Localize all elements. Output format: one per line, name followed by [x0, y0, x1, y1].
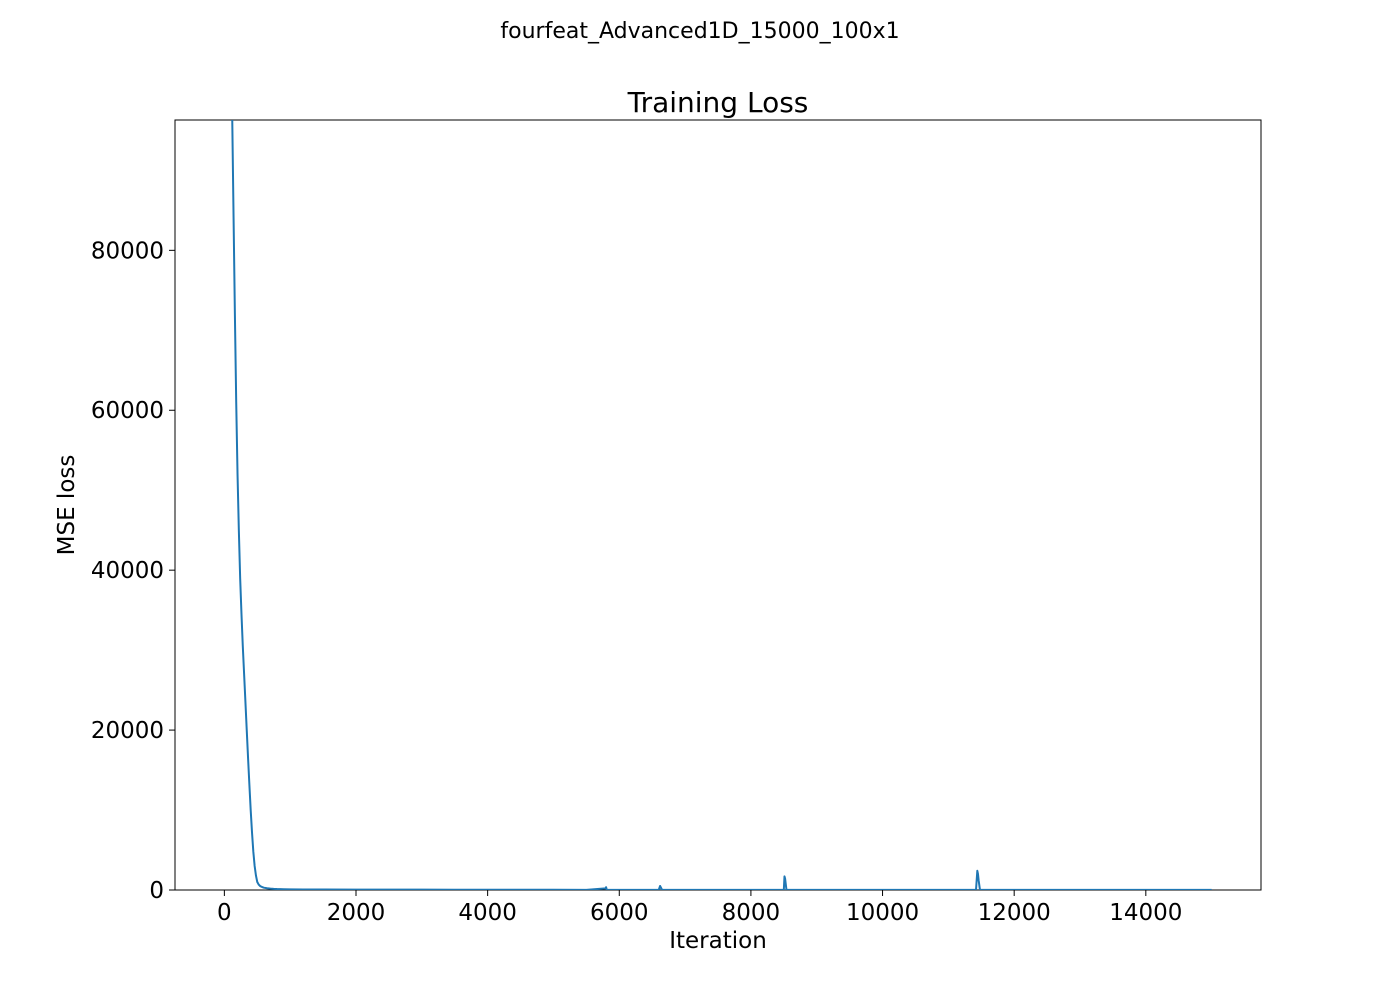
series-line-1	[231, 120, 1212, 890]
x-axis-label: Iteration	[669, 928, 767, 954]
x-tick-label: 10000	[846, 900, 919, 926]
y-tick-label: 20000	[91, 718, 164, 744]
x-tick-label: 12000	[978, 900, 1051, 926]
y-axis: 0 20000 40000 60000 80000	[91, 238, 175, 904]
x-tick-label: 2000	[327, 900, 386, 926]
x-tick-label: 4000	[458, 900, 517, 926]
x-axis: 0 2000 4000 6000 8000 10000 12000 14000	[217, 890, 1182, 926]
x-tick-label: 0	[217, 900, 232, 926]
y-axis-label: MSE loss	[54, 455, 80, 556]
y-tick-label: 0	[149, 878, 164, 904]
y-tick-label: 80000	[91, 238, 164, 264]
plot-area	[174, 119, 1262, 891]
figure-suptitle: fourfeat_Advanced1D_15000_100x1	[500, 19, 899, 44]
chart-title: Training Loss	[627, 86, 809, 119]
x-tick-label: 8000	[722, 900, 781, 926]
x-tick-label: 6000	[590, 900, 649, 926]
y-tick-label: 60000	[91, 398, 164, 424]
y-tick-label: 40000	[91, 558, 164, 584]
series-layer	[231, 120, 1212, 890]
x-tick-label: 14000	[1109, 900, 1182, 926]
